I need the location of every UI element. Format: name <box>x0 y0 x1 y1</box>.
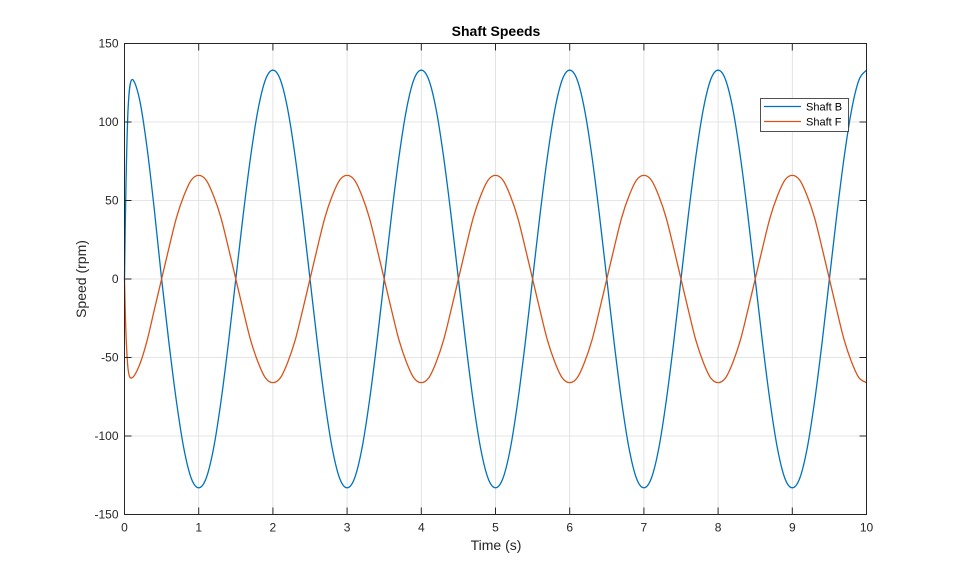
y-tick-label: 150 <box>98 37 118 51</box>
x-tick-label: 4 <box>418 521 425 535</box>
x-tick-label: 9 <box>789 521 796 535</box>
x-tick-label: 5 <box>492 521 499 535</box>
x-tick-label: 6 <box>566 521 573 535</box>
chart-title: Shaft Speeds <box>452 23 541 39</box>
x-tick-label: 2 <box>270 521 277 535</box>
y-tick-label: 100 <box>98 115 118 129</box>
y-tick-label: 0 <box>112 272 119 286</box>
y-tick-label: -50 <box>101 351 119 365</box>
x-axis-label: Time (s) <box>471 537 522 553</box>
y-tick-label: -150 <box>94 508 118 522</box>
legend-label-shaft-f: Shaft F <box>806 117 842 129</box>
y-axis-ticks: 150 100 50 0 -50 -100 -150 <box>94 37 867 522</box>
x-tick-label: 3 <box>344 521 351 535</box>
y-tick-label: -100 <box>94 429 118 443</box>
series-line-shaft-f <box>123 174 867 384</box>
y-axis-label: Speed (rpm) <box>73 240 89 318</box>
x-tick-label: 7 <box>641 521 648 535</box>
x-tick-label: 10 <box>860 521 874 535</box>
legend-label-shaft-b: Shaft B <box>806 102 842 114</box>
x-tick-label: 0 <box>121 521 128 535</box>
legend-box <box>760 98 849 132</box>
data-series <box>123 69 868 489</box>
x-tick-label: 1 <box>195 521 202 535</box>
y-tick-label: 50 <box>105 194 119 208</box>
x-tick-label: 8 <box>715 521 722 535</box>
legend: Shaft B Shaft F <box>760 98 849 132</box>
x-axis-ticks: 0 1 2 3 4 5 6 7 8 9 10 <box>121 43 874 535</box>
series-line-shaft-b <box>123 69 868 489</box>
